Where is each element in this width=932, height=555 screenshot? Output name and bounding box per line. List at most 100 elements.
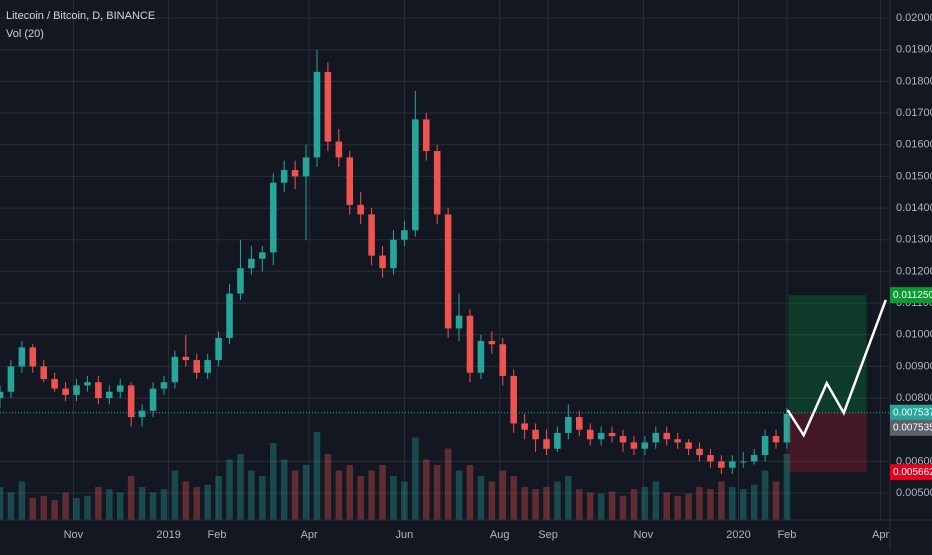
loss-zone <box>788 412 867 473</box>
volume-bar <box>248 470 255 520</box>
candle-body <box>127 385 135 418</box>
volume-bar <box>18 481 26 520</box>
candle-body <box>237 268 244 294</box>
candle-body <box>313 71 321 158</box>
volume-bar <box>204 484 211 520</box>
volume-bar <box>116 492 124 520</box>
volume-bar <box>718 481 725 520</box>
price-badge-label: 0.007535 <box>893 422 932 433</box>
candle-body <box>171 356 179 383</box>
plot <box>0 49 890 520</box>
volume-bar <box>729 487 736 520</box>
y-tick-label: 0.012000 <box>896 265 932 277</box>
candle-body <box>291 170 299 177</box>
x-tick-label: Jun <box>396 529 414 541</box>
candle-body <box>106 391 113 399</box>
volume-bar <box>368 470 375 520</box>
y-tick-label: 0.016000 <box>896 139 932 151</box>
volume-bar <box>576 489 583 520</box>
volume-bar <box>7 492 15 520</box>
volume-bar <box>455 470 463 520</box>
volume-bar <box>0 487 4 520</box>
chart-title: Litecoin / Bitcoin, D, BINANCE <box>6 10 155 22</box>
price-badge <box>890 287 932 304</box>
y-tick-label: 0.008000 <box>896 392 932 404</box>
candle-body <box>379 255 386 269</box>
candle-body <box>193 360 201 373</box>
volume-bar <box>685 493 692 520</box>
candle-body <box>750 455 758 462</box>
volume-bar <box>51 500 58 520</box>
candle-body <box>138 410 146 418</box>
volume-bar <box>401 481 408 520</box>
candle-body <box>182 356 190 361</box>
candle-body <box>62 388 69 395</box>
volume-bar <box>663 492 670 520</box>
x-tick-label: Nov <box>64 529 84 541</box>
candle-body <box>51 379 58 389</box>
candle-body <box>772 436 780 443</box>
price-badge <box>890 464 932 481</box>
candle-body <box>346 157 354 205</box>
candle-body <box>259 252 266 259</box>
y-tick-label: 0.019000 <box>896 44 932 56</box>
candle-body <box>521 423 528 430</box>
volume-bar <box>346 465 354 520</box>
candle-body <box>368 214 375 256</box>
candle-body <box>696 448 703 456</box>
candle-body <box>674 439 681 443</box>
x-tick-label: Aug <box>490 529 510 541</box>
candle-body <box>718 461 725 468</box>
x-tick-label: Feb <box>777 529 796 541</box>
volume-bar <box>772 481 780 520</box>
candle-body <box>444 214 452 329</box>
price-badge-label: 0.007537 <box>893 407 932 418</box>
candle-body <box>160 382 168 389</box>
volume-bar <box>182 481 190 520</box>
candle-body <box>466 315 474 373</box>
volume-bar <box>652 481 660 520</box>
candle-body <box>619 436 627 443</box>
candle-body <box>685 442 692 449</box>
candle-body <box>532 429 539 440</box>
candle-body <box>422 119 430 152</box>
volume-bar <box>171 470 179 520</box>
volume-bar <box>422 459 430 520</box>
volume-bar <box>62 492 69 520</box>
volume-bar <box>160 489 168 520</box>
volume-bar <box>226 459 233 520</box>
y-tick-label: 0.005000 <box>896 487 932 499</box>
volume-bar <box>73 498 80 520</box>
x-tick-label: Nov <box>634 529 654 541</box>
volume-bar <box>499 470 507 520</box>
volume-bar <box>750 484 758 520</box>
volume-bar <box>335 470 343 520</box>
volume-bar <box>597 493 605 520</box>
volume-bar <box>554 481 561 520</box>
y-tick-label: 0.010000 <box>896 329 932 341</box>
volume-bar <box>259 476 266 520</box>
y-tick-label: 0.014000 <box>896 202 932 214</box>
candle-body <box>663 432 670 440</box>
indicator-label: Vol (20) <box>6 28 44 40</box>
candle-body <box>783 413 791 443</box>
volume-bar <box>707 489 714 520</box>
y-tick-label: 0.009000 <box>896 360 932 372</box>
volume-bar <box>433 465 441 520</box>
candle-body <box>73 385 80 395</box>
candle-body <box>29 347 37 367</box>
candle-body <box>652 432 660 443</box>
price-badge <box>890 404 932 421</box>
volume-bar <box>510 476 517 520</box>
candle-body <box>401 230 408 240</box>
profit-zone <box>788 295 867 413</box>
candle-body <box>412 119 419 231</box>
candle-body <box>739 461 747 463</box>
volume-bar <box>761 470 769 520</box>
candle-body <box>488 341 496 345</box>
candle-body <box>477 341 485 373</box>
candle-body <box>204 360 211 373</box>
candle-body <box>302 157 310 177</box>
volume-bar <box>149 492 157 520</box>
candle-body <box>543 439 550 449</box>
